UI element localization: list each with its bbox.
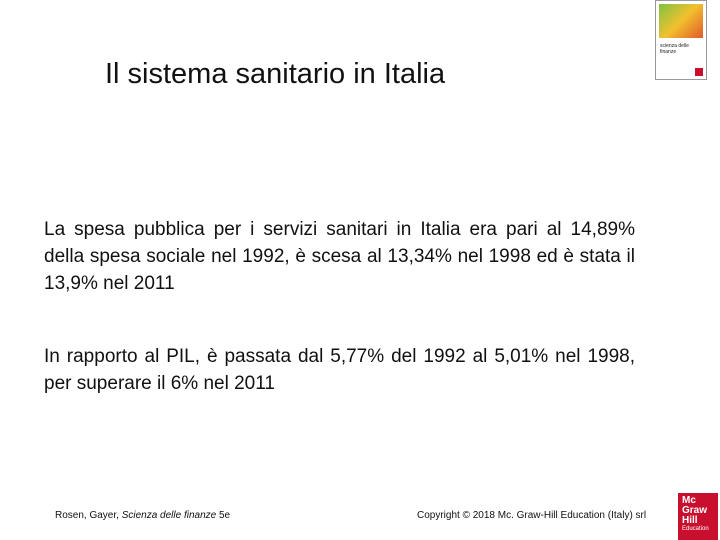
logo-text: Hill [682,515,698,526]
slide-title: Il sistema sanitario in Italia [105,58,446,90]
footer-authors: Rosen, Gayer, [55,510,119,521]
paragraph: In rapporto al PIL, è passata dal 5,77% … [44,346,635,394]
footer-book: Scienza delle finanze [121,510,217,521]
cover-art [659,4,703,38]
book-cover: scienza delle finanze [655,0,707,80]
cover-logo [695,68,703,76]
logo-text: Mc [682,495,696,506]
footer-edition: 5e [219,510,231,521]
publisher-logo: Mc Graw Hill Education [678,493,718,540]
logo-text: Education [682,526,709,532]
footer-copyright: Copyright © 2018 Mc. Graw-Hill Education… [417,510,647,521]
logo-text: Graw [682,505,708,516]
cover-title: scienza delle finanze [660,43,689,55]
paragraph: La spesa pubblica per i servizi sanitari… [44,219,635,294]
footer-left: Rosen, Gayer, Scienza delle finanze 5e [55,510,230,521]
